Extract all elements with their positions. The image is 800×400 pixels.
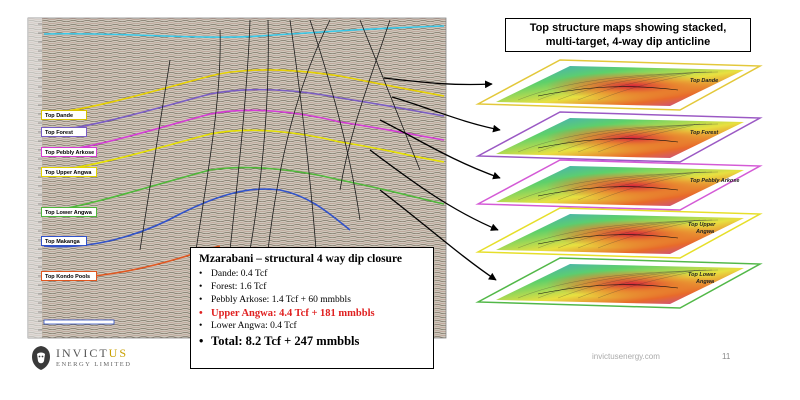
map-contour (557, 219, 707, 249)
summary-list: • Dande: 0.4 Tcf • Forest: 1.6 Tcf • Pebbly A… (199, 268, 425, 349)
fault-line (249, 19, 269, 251)
bullet: • (199, 269, 203, 279)
summary-row-text: Total: 8.2 Tcf + 247 mmbbls (211, 334, 360, 348)
summary-row-text: Pebbly Arkose: 1.4 Tcf + 60 mmbbls (211, 295, 351, 305)
map-fault (537, 186, 679, 197)
map-label-line1: Top Lower (688, 272, 716, 278)
map-contour (577, 71, 701, 101)
horizon-line (43, 25, 445, 38)
map-contour (597, 269, 695, 299)
seismic-depth-axis (28, 18, 42, 338)
horizon-label-kondo-pools: Top Kondo Pools (41, 271, 97, 281)
horizon-label-makanga: Top Makanga (41, 236, 87, 246)
structure-map: Top Pebbly Arkose (475, 159, 763, 211)
map-contour (597, 219, 695, 249)
bullet: • (199, 334, 204, 348)
horizon-line (43, 188, 351, 248)
lion-logo-icon (32, 346, 50, 370)
website-text: invictusenergy.com (592, 352, 660, 361)
horizon-label-forest: Top Forest (41, 127, 87, 137)
map-contour (577, 219, 701, 249)
summary-title: Mzarabani – structural 4 way dip closure (199, 253, 402, 265)
fault-line (339, 19, 391, 191)
fault-lines (139, 19, 421, 251)
fault-line (139, 59, 171, 251)
connector-arrow (383, 77, 493, 89)
fault-line (229, 19, 251, 251)
summary-row: • Forest: 1.6 Tcf (199, 281, 425, 294)
horizon-line (43, 109, 445, 153)
map-fault (537, 86, 679, 97)
map-label-line2: Angwa (695, 229, 714, 235)
summary-row: • Upper Angwa: 4.4 Tcf + 181 mmbbls (199, 307, 425, 320)
map-contour (597, 71, 695, 101)
horizon-label-upper-angwa: Top Upper Angwa (41, 167, 97, 177)
map-contour (557, 171, 707, 201)
map-fault (537, 138, 679, 149)
horizon-label-dande: Top Dande (41, 110, 87, 120)
map-label: Top Forest (690, 130, 719, 136)
horizon-to-map-arrows (369, 77, 501, 281)
summary-row: • Pebbly Arkose: 1.4 Tcf + 60 mmbbls (199, 294, 425, 307)
fault-line (289, 19, 317, 251)
map-contour (597, 123, 695, 153)
summary-row-text: Dande: 0.4 Tcf (211, 269, 268, 279)
summary-row: • Dande: 0.4 Tcf (199, 268, 425, 281)
scale-bar (43, 319, 115, 325)
connector-arrow (391, 96, 501, 133)
bullet: • (199, 321, 203, 331)
map-fault (537, 234, 679, 245)
connector-arrow (379, 189, 497, 281)
bullet: • (199, 295, 203, 305)
maps-title-line1: Top structure maps showing stacked, (529, 22, 727, 34)
fault-line (309, 19, 361, 221)
bullet: • (199, 308, 203, 319)
map-contour (597, 171, 695, 201)
map-contour (577, 123, 701, 153)
page-number: 11 (722, 352, 731, 361)
summary-row-text: Upper Angwa: 4.4 Tcf + 181 mmbbls (211, 308, 375, 319)
fault-line (359, 19, 421, 171)
maps-title-line2: multi-target, 4-way dip anticline (545, 36, 711, 48)
map-contour (557, 269, 707, 299)
bullet: • (199, 282, 203, 292)
map-label: Top Pebbly Arkose (690, 178, 739, 184)
maps-title-box: Top structure maps showing stacked, mult… (505, 18, 751, 52)
horizon-label-pebbly-arkose: Top Pebbly Arkose (41, 147, 97, 157)
fault-line (267, 19, 331, 251)
summary-box: Mzarabani – structural 4 way dip closure… (190, 247, 434, 369)
map-label: Top Dande (690, 78, 718, 84)
fault-line (195, 29, 221, 251)
connector-arrow (369, 149, 499, 231)
map-fault (537, 284, 679, 295)
summary-row-text: Forest: 1.6 Tcf (211, 282, 267, 292)
map-label-line1: Top Upper (688, 222, 716, 228)
company-subtitle: ENERGY LIMITED (56, 361, 132, 368)
horizon-line (43, 166, 445, 213)
structure-map: Top Dande (475, 59, 763, 111)
map-contour (577, 171, 701, 201)
connector-arrow (379, 119, 501, 180)
structure-map: Top Forest (475, 111, 763, 163)
structure-maps: Top Dande Top Forest Top Pebbly Arkose Top … (475, 59, 763, 309)
summary-row: • Lower Angwa: 0.4 Tcf (199, 320, 425, 333)
map-contour (557, 123, 707, 153)
company-name: INVICTUS (56, 346, 129, 360)
summary-row: • Total: 8.2 Tcf + 247 mmbbls (199, 333, 425, 349)
summary-row-text: Lower Angwa: 0.4 Tcf (211, 321, 297, 331)
map-contour (577, 269, 701, 299)
horizon-lines (43, 25, 445, 280)
map-contour (557, 71, 707, 101)
horizon-line (43, 69, 445, 115)
horizon-label-lower-angwa: Top Lower Angwa (41, 207, 97, 217)
horizon-line (43, 129, 445, 173)
horizon-line (43, 88, 445, 133)
map-label-line2: Angwa (695, 279, 714, 285)
company-logo: INVICTUS ENERGY LIMITED (30, 343, 150, 373)
